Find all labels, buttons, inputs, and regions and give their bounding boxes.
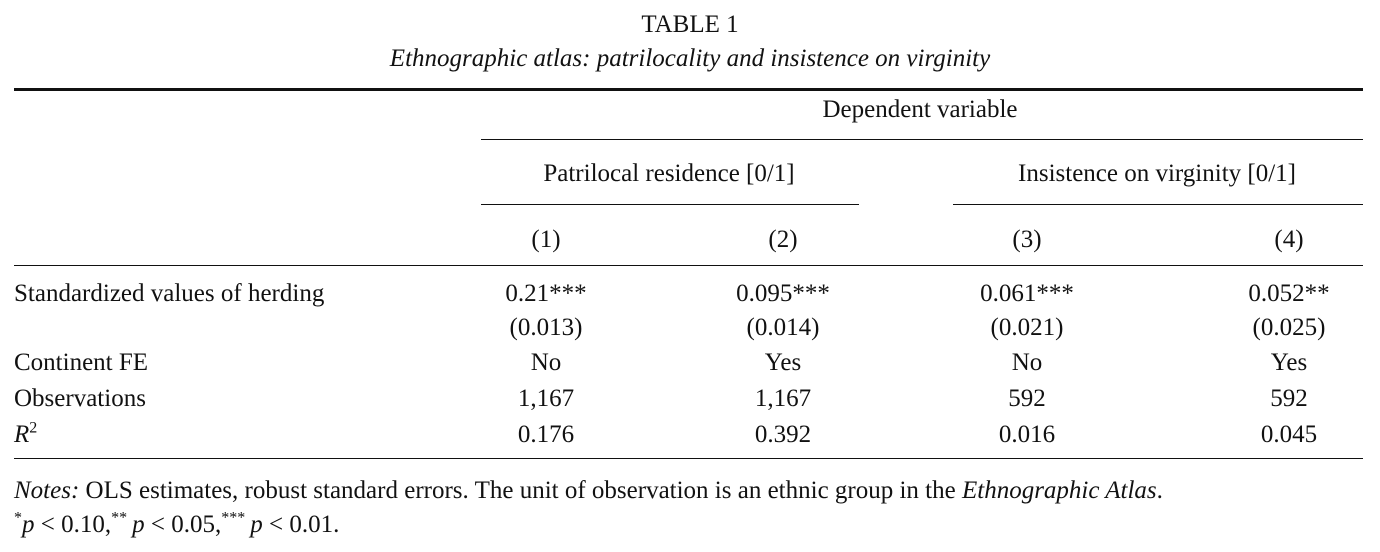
table-notes-line-1: Notes: OLS estimates, robust standard er…	[14, 474, 1163, 508]
sig-2-rest: < 0.05,	[144, 511, 222, 538]
r-squared-1: 0.176	[517, 421, 575, 448]
herding-se-4: (0.025)	[1252, 314, 1326, 341]
column-number-2: (2)	[768, 226, 798, 253]
dependent-variable-header: Dependent variable	[822, 96, 1018, 123]
sig-3-rest: < 0.01.	[262, 511, 340, 538]
herding-coef-2: 0.095***	[736, 280, 830, 307]
herding-se-3: (0.021)	[990, 314, 1064, 341]
r-squared-base: R	[14, 421, 30, 448]
row-label-r-squared: R2	[14, 420, 37, 450]
sig-1-rest: < 0.10,	[34, 511, 112, 538]
herding-se-2: (0.014)	[746, 314, 820, 341]
bottom-rule	[14, 458, 1363, 459]
column-number-3: (3)	[1012, 226, 1042, 253]
sig-3-star: ***	[221, 509, 246, 527]
row-label-continent-fe: Continent FE	[14, 349, 149, 376]
r-squared-4: 0.045	[1260, 421, 1318, 448]
sig-2-star: **	[111, 509, 128, 527]
column-number-1: (1)	[531, 226, 561, 253]
observations-3: 592	[1008, 385, 1046, 412]
header-bottom-rule	[14, 265, 1363, 266]
continent-fe-3: No	[1011, 349, 1043, 376]
group-rule-patrilocal	[481, 204, 859, 205]
r-squared-3: 0.016	[998, 421, 1056, 448]
table-title: TABLE 1	[641, 11, 739, 38]
table-subtitle: Ethnographic atlas: patrilocality and in…	[389, 45, 991, 72]
herding-coef-1: 0.21***	[505, 280, 587, 307]
group-header-virginity: Insistence on virginity [0/1]	[1018, 160, 1296, 187]
group-rule-virginity	[953, 204, 1363, 205]
herding-se-1: (0.013)	[509, 314, 583, 341]
sig-2-p: p	[132, 511, 145, 538]
sig-1-p: p	[22, 511, 35, 538]
r-squared-2: 0.392	[754, 421, 812, 448]
table-notes-line-2: *p < 0.10,** p < 0.05,*** p < 0.01.	[14, 508, 339, 542]
sig-1-star: *	[14, 509, 22, 527]
row-label-herding: Standardized values of herding	[14, 280, 325, 307]
notes-atlas-name: Ethnographic Atlas	[961, 477, 1157, 504]
continent-fe-4: Yes	[1270, 349, 1308, 376]
continent-fe-2: Yes	[764, 349, 802, 376]
top-rule	[14, 88, 1363, 91]
observations-2: 1,167	[754, 385, 812, 412]
observations-4: 592	[1270, 385, 1308, 412]
continent-fe-1: No	[530, 349, 562, 376]
herding-coef-3: 0.061***	[980, 280, 1074, 307]
row-label-observations: Observations	[14, 385, 146, 412]
group-header-patrilocal: Patrilocal residence [0/1]	[543, 160, 795, 187]
notes-text: OLS estimates, robust standard errors. T…	[79, 477, 962, 504]
observations-1: 1,167	[517, 385, 575, 412]
r-squared-exponent: 2	[29, 419, 38, 437]
notes-text-end: .	[1156, 477, 1163, 504]
sig-3-p: p	[250, 511, 263, 538]
notes-prefix: Notes:	[14, 477, 80, 504]
herding-coef-4: 0.052**	[1248, 280, 1330, 307]
column-number-4: (4)	[1274, 226, 1304, 253]
dependent-variable-rule	[481, 139, 1363, 140]
